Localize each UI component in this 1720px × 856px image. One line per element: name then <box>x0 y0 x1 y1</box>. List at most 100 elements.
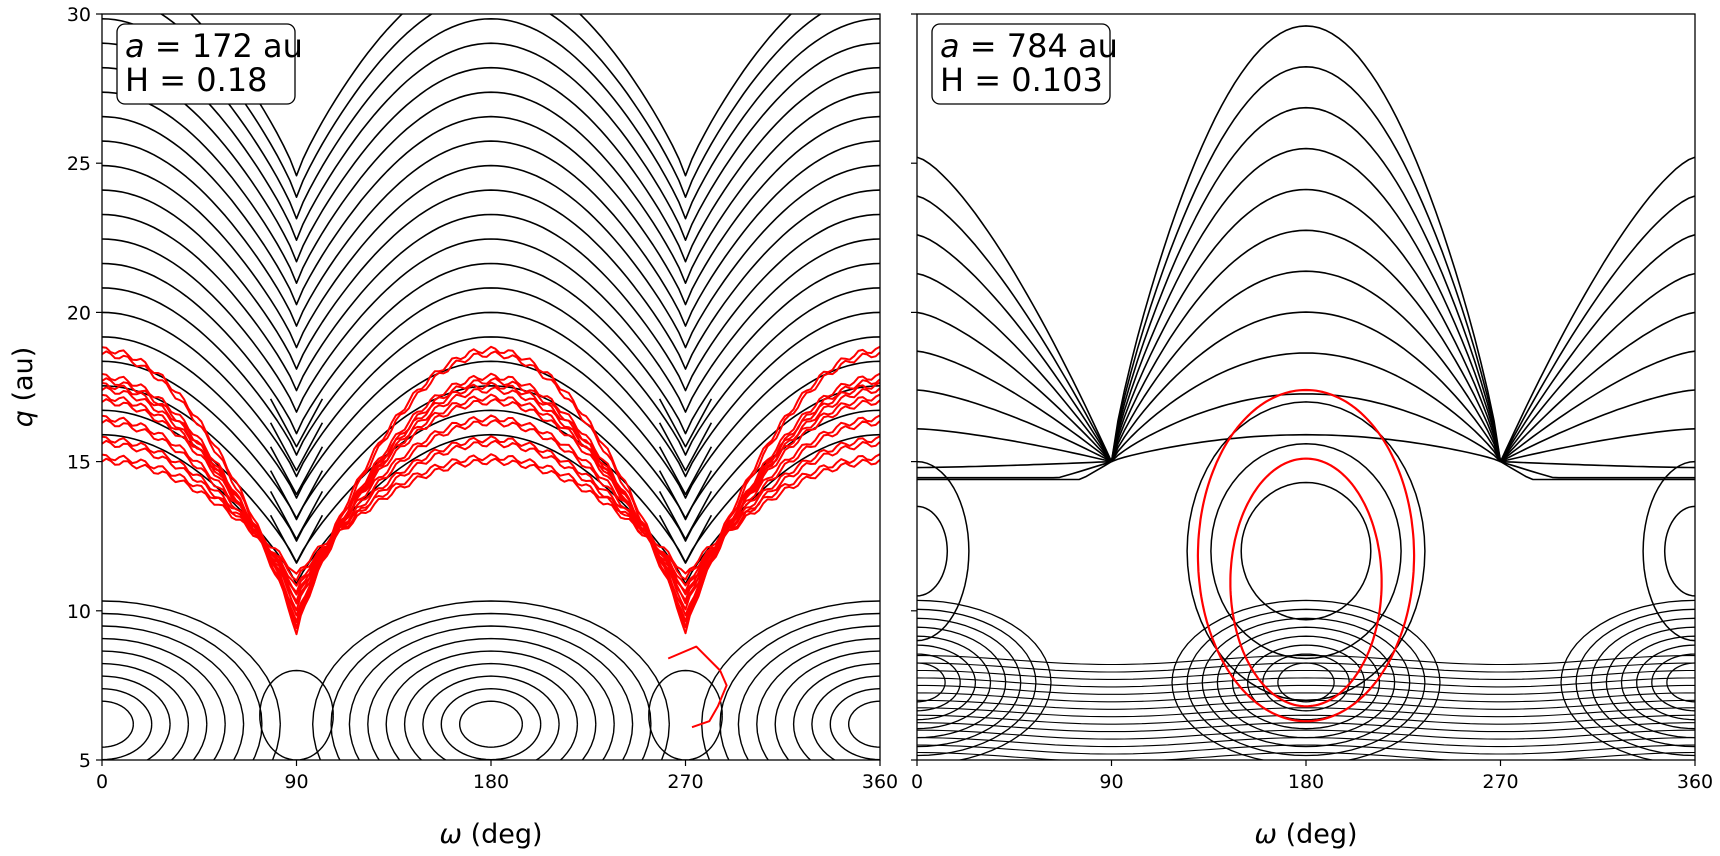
island-contour <box>917 608 1037 757</box>
right-x-tick-label: 180 <box>1288 771 1324 793</box>
contour-line <box>917 669 1695 680</box>
island-contour <box>719 612 880 760</box>
contour-line <box>658 470 713 520</box>
contour-line <box>917 751 1695 760</box>
right-x-tick-label: 270 <box>1482 771 1518 793</box>
trajectory-line <box>1229 457 1383 708</box>
island-contour <box>917 626 1007 739</box>
contour-line <box>917 692 1695 703</box>
contour-line <box>102 238 880 413</box>
left-x-tick-label: 180 <box>473 771 509 793</box>
right-h-value: H = 0.103 <box>940 61 1103 99</box>
left-h-value: H = 0.18 <box>125 61 267 99</box>
island-contour <box>811 675 880 760</box>
island-contour <box>1620 635 1695 730</box>
island-contour <box>1642 460 1695 642</box>
island-contour <box>422 675 560 760</box>
island-contour <box>917 644 977 721</box>
contour-line <box>102 287 880 456</box>
island-contour <box>792 662 880 760</box>
left-plot-area <box>102 14 880 760</box>
contour-line <box>917 744 1695 755</box>
contour-line <box>917 147 1695 463</box>
left-x-tick-label: 360 <box>862 771 898 793</box>
right-x-tick-label: 90 <box>1099 771 1123 793</box>
island-contour <box>1666 662 1695 703</box>
contour-line <box>269 491 324 540</box>
contour-line <box>102 262 880 435</box>
contour-line <box>269 514 324 564</box>
island-contour <box>1651 653 1695 712</box>
contour-line <box>658 491 713 540</box>
left-x-axis-label: ω (deg) <box>439 819 542 850</box>
trajectory-line <box>102 414 880 596</box>
island-contour <box>648 669 723 760</box>
left-a-symbol: a <box>125 27 145 65</box>
island-contour <box>259 669 334 760</box>
island-contour <box>1590 617 1695 748</box>
left-x-tick-label: 0 <box>96 771 108 793</box>
contour-line <box>917 352 1695 469</box>
island-contour <box>367 637 615 760</box>
left-y-tick-label: 10 <box>67 601 91 623</box>
right-annotation: a = 784 au H = 0.103 <box>931 23 1118 105</box>
trajectory-line <box>102 435 880 587</box>
contour-line <box>917 229 1695 463</box>
contour-line <box>658 446 713 496</box>
contour-line <box>658 398 713 448</box>
contour-line <box>102 115 880 306</box>
island-contour <box>102 688 153 760</box>
contour-line <box>102 213 880 392</box>
island-contour <box>403 662 579 760</box>
island-contour <box>917 653 961 712</box>
contour-line <box>102 140 880 327</box>
contour-line <box>102 385 880 542</box>
left-panel: 0 90 180 270 360 5 10 15 20 25 30 a = 172 au H = 0… <box>67 4 898 793</box>
island-contour <box>1636 644 1695 721</box>
contour-line <box>917 393 1695 479</box>
contour-line <box>102 336 880 499</box>
y-axis-label: q (au) <box>8 347 39 427</box>
left-annotation: a = 172 au H = 0.18 <box>116 23 303 105</box>
contour-line <box>658 514 713 564</box>
left-x-tick-label: 270 <box>667 771 703 793</box>
trajectory-line <box>102 393 880 605</box>
island-contour <box>1210 442 1402 660</box>
contour-line <box>917 684 1695 695</box>
island-contour <box>917 662 946 703</box>
contour-line <box>917 311 1695 463</box>
trajectory-line <box>102 453 880 575</box>
svg-text:a = 172 au: a = 172 au <box>125 27 303 65</box>
left-ticks: 0 90 180 270 360 5 10 15 20 25 30 <box>67 4 898 793</box>
island-contour <box>774 650 880 760</box>
trajectory-line <box>102 457 880 582</box>
contour-line <box>917 270 1695 463</box>
contour-line <box>269 422 324 472</box>
island-contour <box>102 625 245 760</box>
contour-line <box>102 18 880 220</box>
island-contour <box>312 600 670 760</box>
trajectory-line <box>102 350 880 636</box>
left-y-tick-label: 20 <box>67 302 91 324</box>
island-contour <box>440 688 542 760</box>
contour-line <box>102 189 880 370</box>
contour-line <box>917 433 1695 481</box>
island-contour <box>102 612 263 760</box>
contour-line <box>917 729 1695 740</box>
contour-line <box>102 91 880 284</box>
contour-line <box>102 360 880 521</box>
contour-line <box>917 662 1695 673</box>
left-x-tick-label: 90 <box>284 771 308 793</box>
island-contour <box>102 600 281 760</box>
contour-line <box>102 66 880 263</box>
island-contour <box>1605 626 1695 739</box>
island-contour <box>1171 599 1441 760</box>
contour-line <box>917 677 1695 688</box>
island-contour <box>1240 481 1372 621</box>
right-x-tick-label: 360 <box>1677 771 1713 793</box>
right-annotation-box <box>931 23 1111 105</box>
contour-line <box>917 707 1695 718</box>
island-contour <box>917 599 1052 760</box>
island-contour <box>1201 617 1411 748</box>
